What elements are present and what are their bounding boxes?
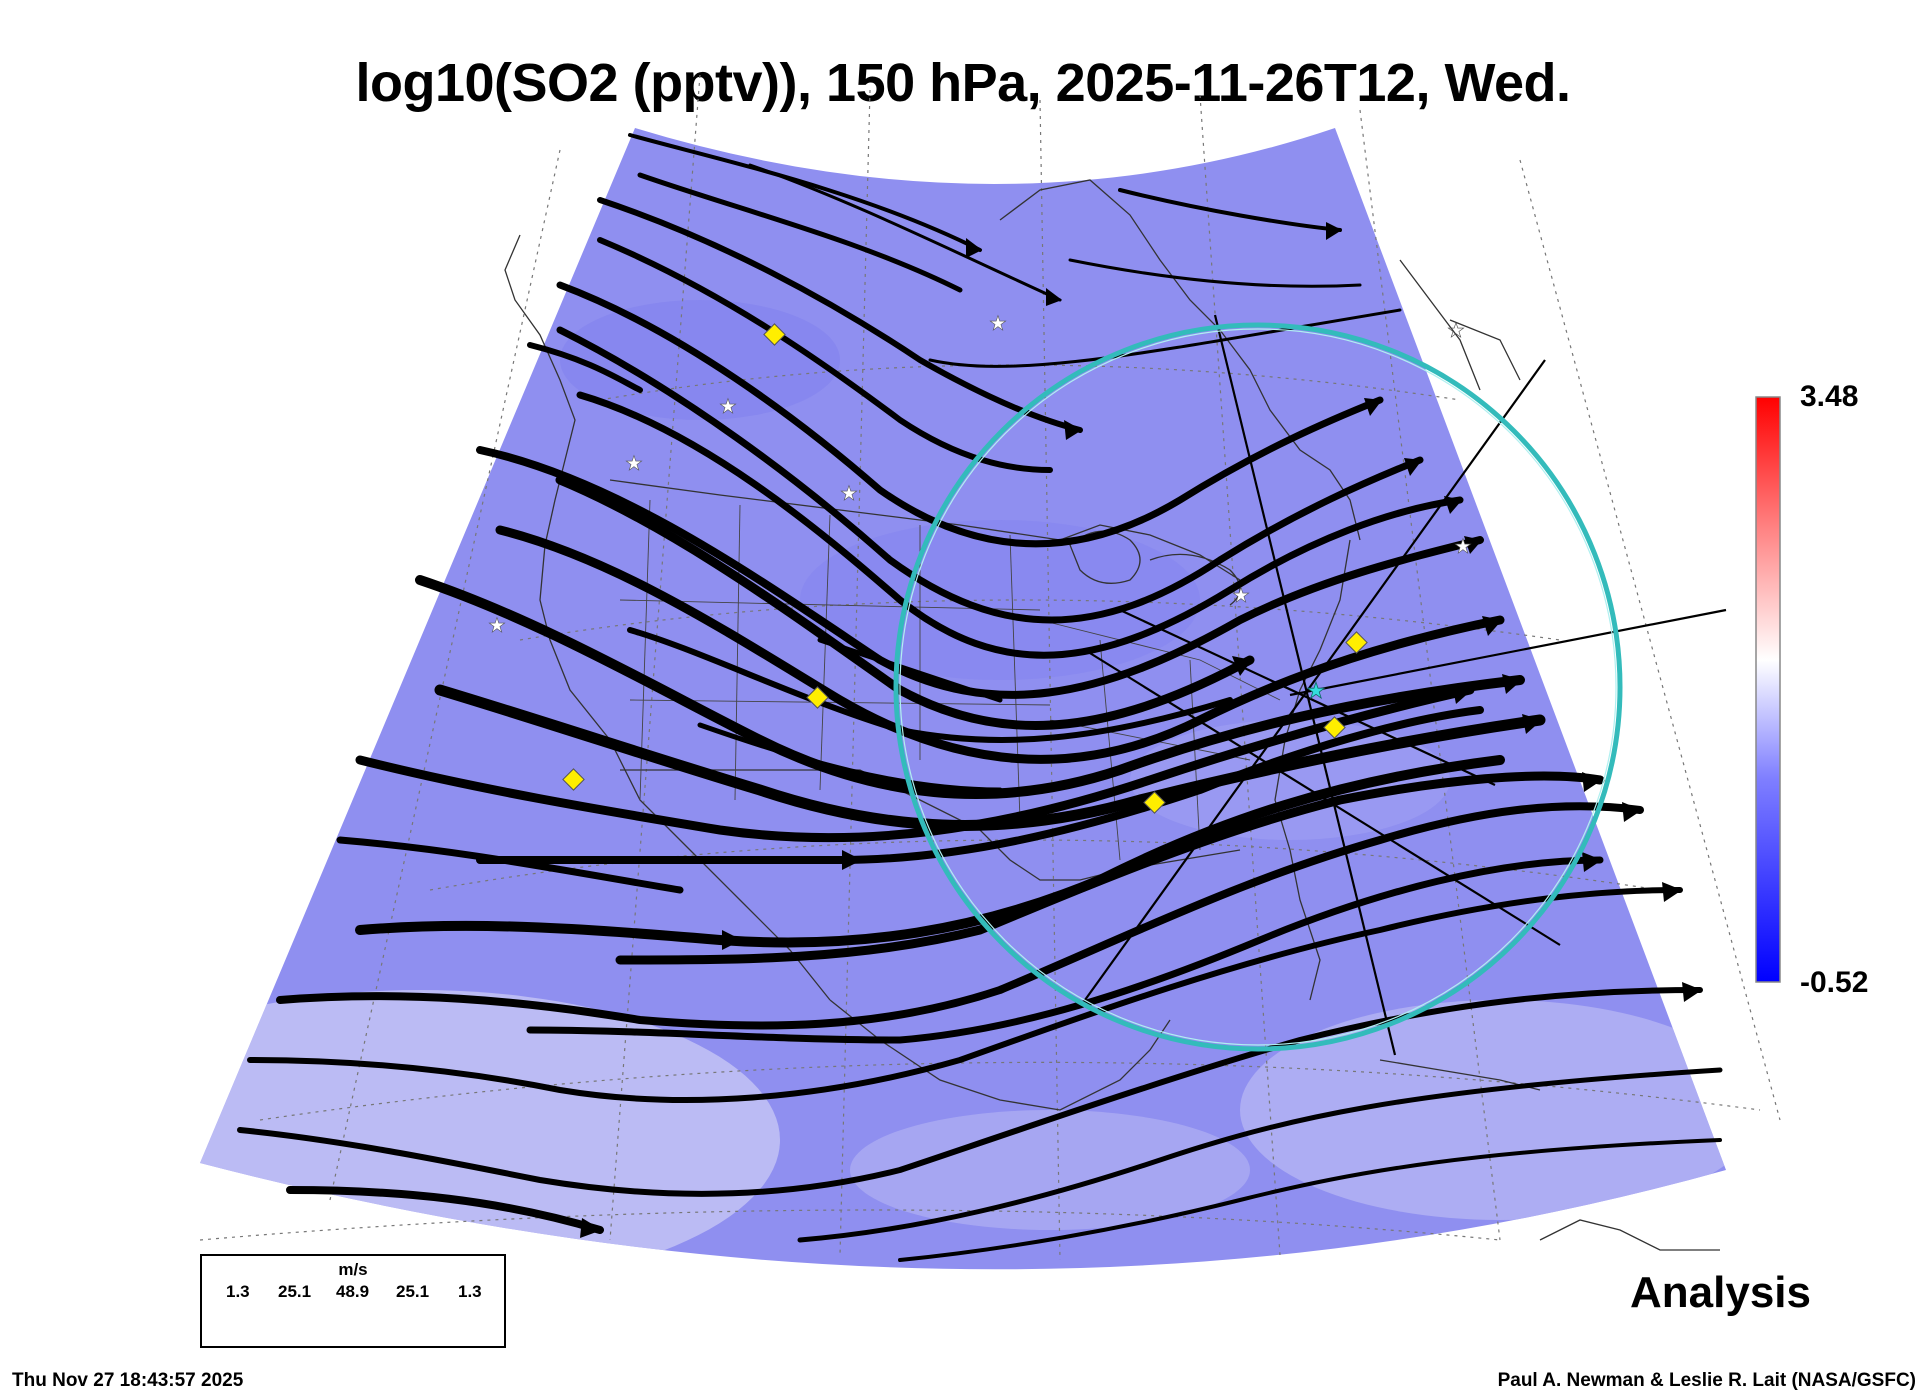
wind-legend-value: 25.1	[396, 1282, 430, 1301]
wind-legend-value: 1.3	[226, 1282, 250, 1301]
white-star-marker: ★	[719, 394, 737, 418]
chart-title: log10(SO2 (pptv)), 150 hPa, 2025-11-26T1…	[355, 53, 1571, 113]
wind-legend-value: 1.3	[458, 1282, 482, 1301]
range-ring	[893, 322, 1623, 1052]
yellow-diamond-marker	[1345, 631, 1368, 654]
colorbar	[1755, 396, 1781, 983]
yellow-diamond-marker	[1323, 716, 1346, 739]
yellow-diamond-marker	[1143, 791, 1166, 814]
white-star-marker: ★	[1454, 534, 1472, 558]
analysis-label: Analysis	[1630, 1268, 1811, 1317]
graticule	[199, 74, 1781, 1261]
yellow-diamond-marker	[806, 686, 829, 709]
white-star-marker: ★	[1232, 583, 1250, 607]
wind-legend-unit: m/s	[338, 1260, 368, 1279]
timestamp: Thu Nov 27 18:43:57 2025	[12, 1370, 244, 1391]
streamline-arrowheads	[580, 222, 1702, 1238]
white-star-marker: ★	[1447, 318, 1465, 342]
yellow-diamond-marker	[562, 768, 585, 791]
yellow-diamond-marker	[763, 323, 786, 346]
track-lines	[1084, 314, 1727, 1056]
yellow-diamond-markers	[562, 323, 1368, 814]
white-star-markers: ★ ★ ★ ★ ★ ★ ★ ★	[488, 311, 1473, 638]
credit: Paul A. Newman & Leslie R. Lait (NASA/GS…	[1497, 1370, 1916, 1391]
cyan-star-marker: ★	[1306, 679, 1326, 704]
colorbar-min-label: -0.52	[1800, 966, 1869, 999]
wind-legend-value: 48.9	[336, 1282, 370, 1301]
wind-legend: m/s 1.3 25.1 48.9 25.1 1.3	[200, 1254, 506, 1348]
white-star-marker: ★	[488, 613, 506, 637]
white-star-marker: ★	[625, 451, 643, 475]
white-star-marker: ★	[840, 481, 858, 505]
colorbar-max-label: 3.48	[1800, 380, 1859, 413]
wind-legend-value: 25.1	[278, 1282, 312, 1301]
white-star-marker: ★	[989, 311, 1007, 335]
